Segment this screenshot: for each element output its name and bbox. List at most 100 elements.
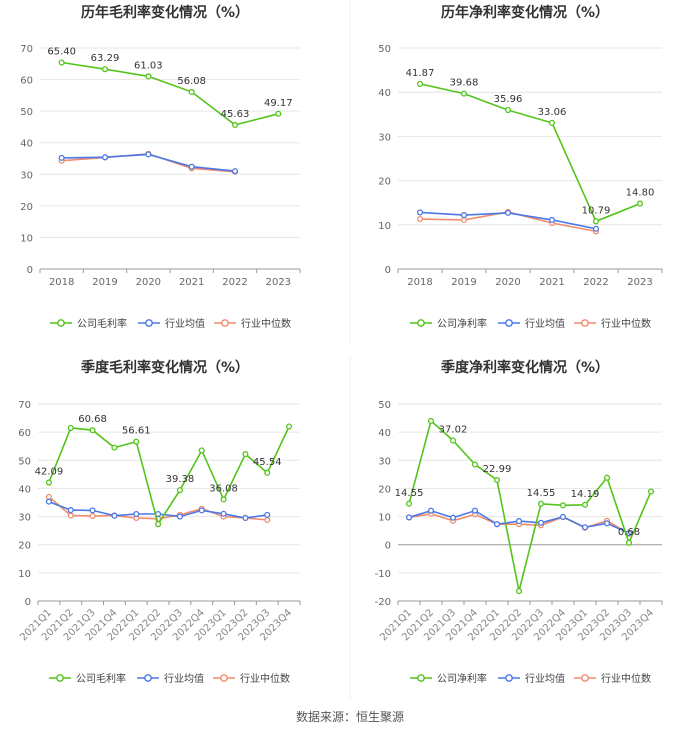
- chart1-xtick-label: 2023: [266, 277, 291, 288]
- chart4-ytick-label: 0: [385, 541, 391, 552]
- chart1-point-1: [188, 163, 195, 170]
- chart1-data-label: 49.17: [264, 98, 293, 109]
- chart4-legend-label: 公司净利率: [437, 672, 487, 685]
- chart2-point-2: [460, 216, 468, 223]
- chart4-data-label: 14.55: [527, 488, 556, 499]
- chart2-data-label: 39.68: [450, 78, 479, 89]
- chart3-point-2: [67, 512, 74, 519]
- chart4-legend-label: 行业中位数: [601, 672, 651, 685]
- chart3-ytick-label: 50: [18, 456, 31, 467]
- chart4-point-0: [405, 500, 413, 507]
- chart1-ytick-label: 10: [20, 233, 33, 244]
- chart1-point-0: [231, 121, 239, 128]
- chart1-legend-label: 公司毛利率: [77, 317, 127, 330]
- chart4-point-1: [603, 520, 611, 527]
- chart2-point-0: [592, 218, 600, 225]
- chart4-ytick-label: 20: [378, 484, 391, 495]
- chart3-point-1: [220, 510, 227, 517]
- chart2-xtick-label: 2018: [407, 277, 432, 288]
- chart3-ytick-label: 70: [18, 400, 31, 411]
- chart1-data-label: 65.40: [47, 47, 76, 58]
- data-source-note: 数据来源：恒生聚源: [295, 710, 404, 724]
- chart4-point-1: [493, 521, 501, 528]
- chart4-ytick-label: -10: [375, 569, 391, 580]
- chart3-point-1: [242, 514, 249, 522]
- chart4-data-label: 22.99: [483, 464, 512, 475]
- chart4-ytick-label: 10: [378, 513, 391, 524]
- chart4-ytick-label: -20: [375, 597, 391, 608]
- chart4-point-0: [493, 476, 501, 484]
- chart1-xtick-label: 2018: [49, 277, 74, 288]
- chart4-point-0: [427, 417, 435, 424]
- chart2-point-1: [416, 209, 424, 216]
- chart4-point-1: [427, 507, 435, 514]
- chart4-point-0: [559, 502, 567, 509]
- chart3-point-0: [264, 469, 271, 476]
- chart2-data-label: 41.87: [406, 68, 435, 79]
- chart4-legend-swatch-marker: [505, 674, 513, 682]
- chart3-data-label: 56.61: [122, 426, 151, 437]
- chart4-point-0: [647, 488, 655, 495]
- chart1-xtick-label: 2021: [179, 277, 204, 288]
- chart4-point-1: [449, 514, 457, 521]
- chart3-data-label: 60.68: [78, 414, 107, 425]
- chart4-data-label: 37.02: [439, 425, 468, 436]
- chart2-ytick-label: 40: [378, 88, 391, 99]
- chart2-legend-swatch-marker: [417, 319, 425, 327]
- chart2-point-1: [504, 209, 512, 216]
- chart3-point-0: [242, 451, 249, 458]
- chart3-point-0: [111, 444, 118, 451]
- chart2-xtick-label: 2020: [495, 277, 520, 288]
- chart1-point-0: [58, 59, 65, 66]
- chart2-xtick-label: 2023: [627, 277, 652, 288]
- chart2-xtick-label: 2022: [583, 277, 608, 288]
- chart3-point-1: [67, 507, 74, 514]
- chart3-point-1: [133, 510, 140, 518]
- chart4-point-1: [515, 518, 523, 525]
- chart4-point-1: [559, 513, 567, 520]
- chart1-legend-swatch-marker: [221, 319, 229, 327]
- chart4-point-0: [581, 501, 589, 508]
- chart4-data-label: 14.55: [395, 488, 424, 499]
- chart3-point-1: [45, 498, 52, 505]
- chart1-point-1: [58, 154, 65, 161]
- chart3-point-0: [45, 479, 52, 486]
- chart3-legend-swatch-marker: [56, 674, 64, 682]
- chart2-legend-label: 公司净利率: [437, 317, 487, 330]
- chart3-point-0: [67, 424, 74, 431]
- chart2-ytick-label: 20: [378, 177, 391, 188]
- chart2-xtick-label: 2021: [539, 277, 564, 288]
- chart1-point-0: [145, 73, 152, 80]
- chart1-point-0: [188, 88, 195, 95]
- chart1-legend-swatch-marker: [145, 319, 153, 327]
- chart4-point-0: [515, 588, 523, 595]
- chart3-point-2: [89, 512, 96, 520]
- chart4-legend-label: 行业均值: [525, 672, 565, 685]
- chart2-point-1: [460, 212, 468, 219]
- chart1-point-1: [101, 154, 109, 161]
- chart4-title: 季度净利率变化情况（%）: [440, 359, 609, 376]
- chart4-point-0: [471, 461, 479, 468]
- chart1-legend-label: 行业均值: [165, 317, 205, 330]
- chart2-legend-swatch-marker: [581, 319, 589, 327]
- chart1-ytick-label: 60: [20, 76, 33, 87]
- chart1-point-1: [145, 151, 152, 158]
- chart3-legend-swatch-marker: [144, 674, 152, 682]
- chart2-data-label: 14.80: [626, 188, 655, 199]
- chart2-ytick-label: 10: [378, 221, 391, 232]
- chart1-xtick-label: 2022: [222, 277, 247, 288]
- chart2-point-0: [416, 80, 424, 87]
- chart4-point-1: [537, 519, 545, 526]
- chart3-point-2: [45, 493, 52, 500]
- chart2-data-label: 33.06: [538, 107, 567, 118]
- chart2-legend-label: 行业均值: [525, 317, 565, 330]
- chart1-data-label: 63.29: [91, 53, 120, 64]
- chart3-point-0: [89, 427, 96, 434]
- chart1-ytick-label: 0: [27, 265, 33, 276]
- chart2-point-1: [548, 216, 556, 223]
- chart2-point-2: [416, 216, 424, 223]
- chart1-point-0: [275, 110, 282, 117]
- chart2-point-0: [548, 119, 556, 126]
- chart1-legend-swatch-marker: [57, 319, 65, 327]
